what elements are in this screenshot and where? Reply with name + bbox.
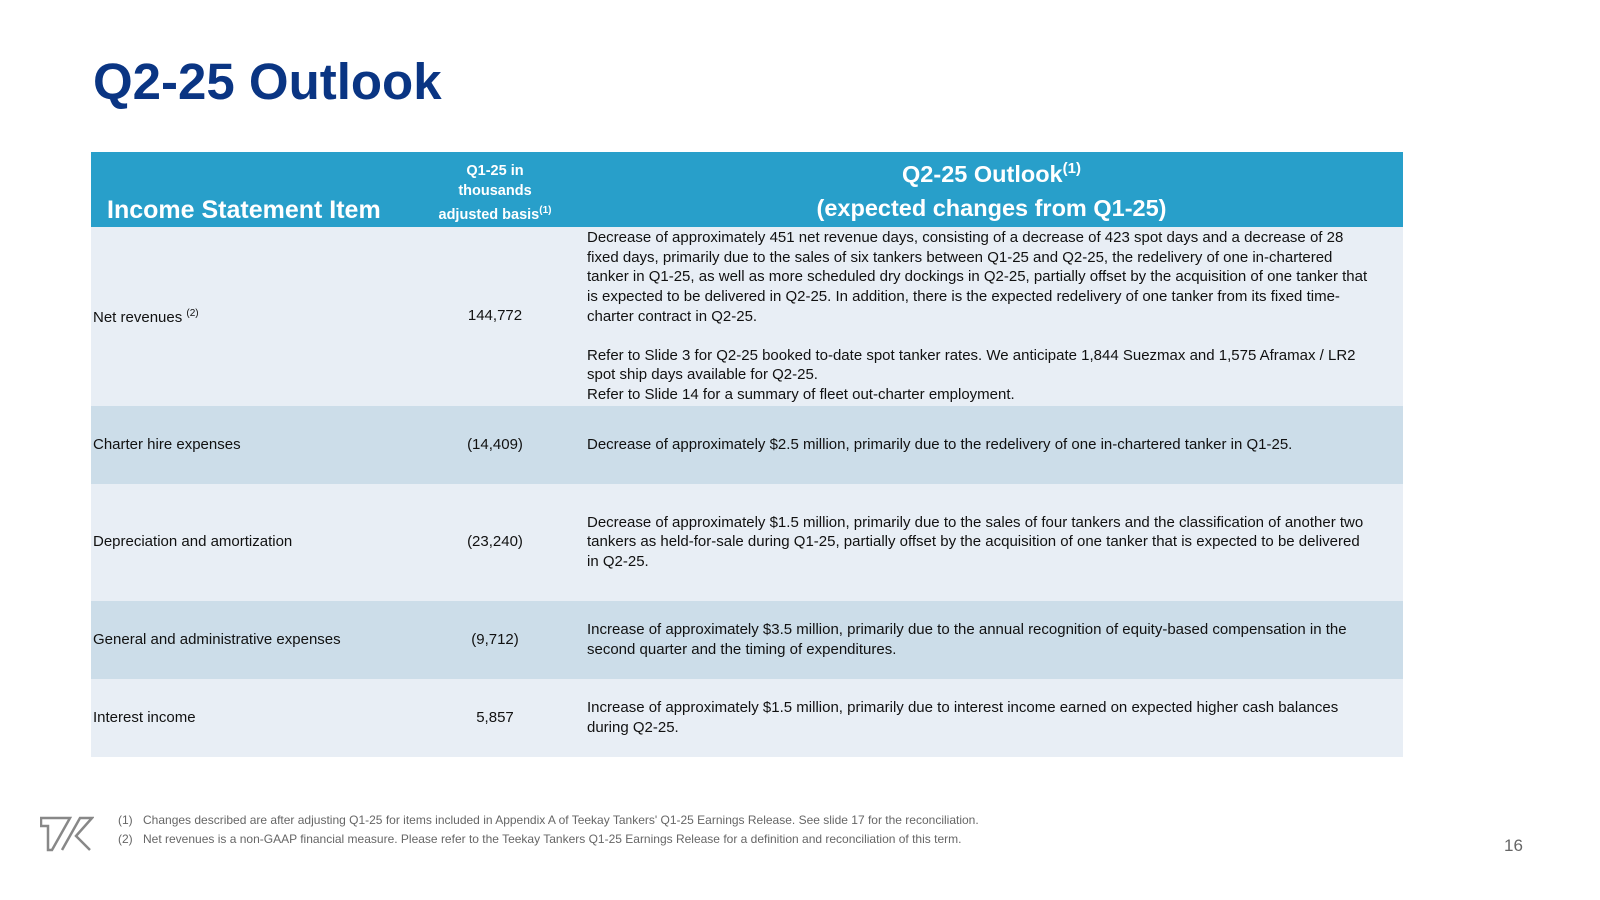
row-description: Increase of approximately $3.5 million, … (580, 600, 1403, 679)
header-line: Q1-25 in (466, 163, 524, 179)
footnote-ref: (1) (1062, 160, 1081, 177)
row-description: Decrease of approximately $2.5 million, … (580, 405, 1403, 484)
row-description: Decrease of approximately 451 net revenu… (580, 226, 1403, 406)
header-line: adjusted basis (438, 206, 540, 223)
footnote: (2) Net revenues is a non-GAAP financial … (118, 830, 979, 849)
footnote-ref: (1) (539, 205, 552, 216)
teekay-logo (39, 816, 95, 857)
table-row: Charter hire expenses (14,409) Decrease … (91, 405, 1403, 484)
header-q2-outlook: Q2-25 Outlook(1) (expected changes from Q… (580, 152, 1403, 227)
table-header: Income Statement Item Q1-25 in thousands a… (91, 152, 1403, 227)
footnote-number: (2) (118, 832, 133, 846)
outlook-table: Income Statement Item Q1-25 in thousands a… (91, 152, 1403, 757)
desc-paragraph: Refer to Slide 3 for Q2-25 booked to-dat… (587, 346, 1356, 384)
table-row: Interest income 5,857 Increase of approx… (91, 678, 1403, 757)
page-title: Q2-25 Outlook (93, 53, 442, 110)
footnote-ref: (2) (186, 308, 199, 320)
table-row: Depreciation and amortization (23,240) D… (91, 483, 1403, 601)
row-value: (9,712) (410, 600, 580, 679)
item-label: Net revenues (93, 309, 183, 327)
row-item: Interest income (91, 678, 410, 757)
header-line: thousands (458, 183, 532, 199)
desc-paragraph: Refer to Slide 14 for a summary of fleet… (587, 385, 1015, 403)
footnote: (1) Changes described are after adjusting… (118, 811, 979, 830)
header-q1-value: Q1-25 in thousands adjusted basis(1) (410, 152, 580, 227)
header-income-statement-item: Income Statement Item (91, 152, 410, 227)
row-description: Decrease of approximately $1.5 million, … (580, 483, 1403, 601)
row-value: (23,240) (410, 483, 580, 601)
desc-paragraph: Decrease of approximately 451 net revenu… (587, 229, 1368, 325)
row-item: General and administrative expenses (91, 600, 410, 679)
row-value: 144,772 (410, 226, 580, 406)
row-item: Net revenues (2) (91, 226, 410, 406)
footnote-text: Net revenues is a non-GAAP financial mea… (143, 832, 962, 846)
row-value: 5,857 (410, 678, 580, 757)
header-line: (expected changes from Q1-25) (816, 194, 1167, 221)
logo-icon (39, 816, 95, 852)
header-line: Q2-25 Outlook (902, 160, 1063, 187)
table-row: General and administrative expenses (9,7… (91, 600, 1403, 679)
row-value: (14,409) (410, 405, 580, 484)
footnote-text: Changes described are after adjusting Q1… (143, 813, 979, 827)
footnotes: (1) Changes described are after adjusting… (118, 811, 979, 849)
row-item: Depreciation and amortization (91, 483, 410, 601)
page-number: 16 (1504, 836, 1523, 855)
table-row: Net revenues (2) 144,772 Decrease of app… (91, 226, 1403, 406)
row-description: Increase of approximately $1.5 million, … (580, 678, 1403, 757)
footnote-number: (1) (118, 813, 133, 827)
row-item: Charter hire expenses (91, 405, 410, 484)
